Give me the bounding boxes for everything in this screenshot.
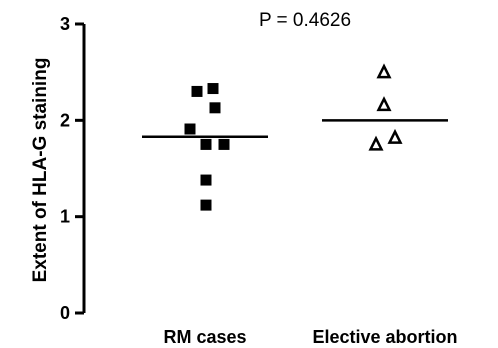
category-label: Elective abortion — [312, 327, 457, 347]
data-marks — [142, 63, 448, 211]
p-value-annotation: P = 0.4626 — [259, 10, 351, 31]
data-point-triangle — [376, 63, 392, 79]
x-axis-category-labels: RM cases Elective abortion — [163, 327, 457, 347]
y-tick-label: 1 — [60, 207, 70, 227]
data-point-square — [200, 199, 212, 211]
y-tick-label: 2 — [60, 110, 70, 130]
data-point-triangle — [387, 128, 403, 144]
data-point-square — [184, 123, 196, 135]
data-point-square — [200, 174, 212, 186]
data-point-triangle — [368, 135, 384, 151]
category-label: RM cases — [163, 327, 246, 347]
data-point-square — [200, 138, 212, 150]
data-point-square — [209, 102, 221, 114]
y-tick-label: 0 — [60, 303, 70, 323]
data-point-square — [218, 138, 230, 150]
data-point-square — [191, 85, 203, 97]
y-tick-label: 3 — [60, 14, 70, 34]
y-axis-ticks: 0 1 2 3 — [60, 14, 84, 323]
y-axis-title: Extent of HLA-G staining — [30, 58, 51, 283]
data-point-triangle — [376, 96, 392, 112]
data-point-square — [207, 83, 219, 95]
